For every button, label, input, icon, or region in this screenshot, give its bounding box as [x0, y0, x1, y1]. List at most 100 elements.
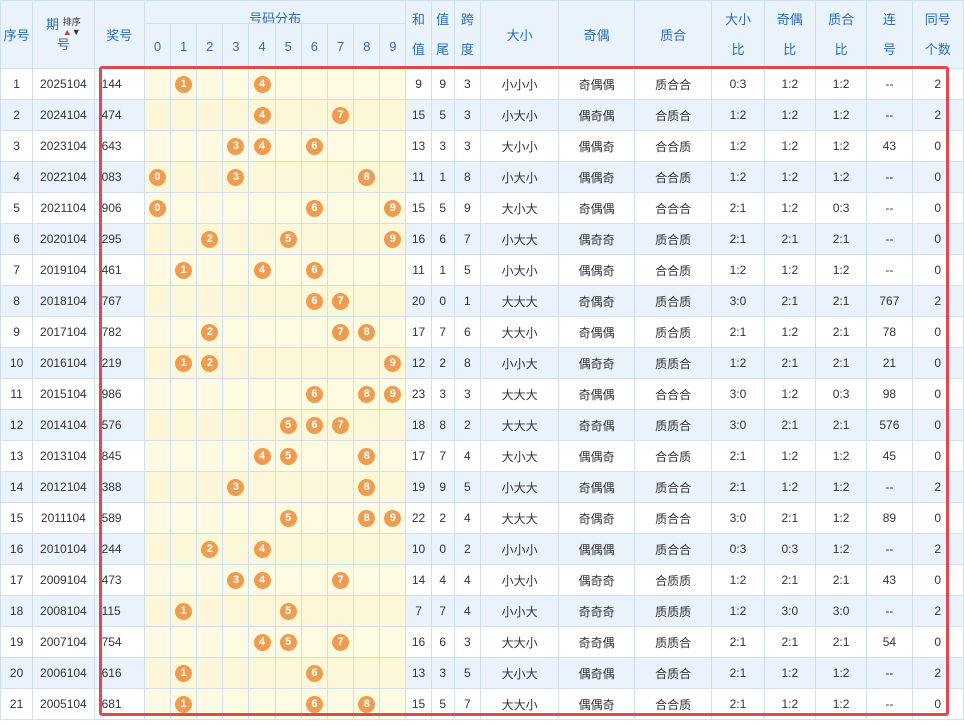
row-oe-ratio: 3:0: [763, 595, 816, 627]
row-digit-cell-3: [222, 347, 250, 379]
row-digit-cell-4: [248, 192, 276, 224]
row-span: 4: [453, 440, 481, 472]
row-seq: 2: [0, 99, 34, 131]
row-seq: 7: [0, 254, 34, 286]
digit-ball: 6: [305, 385, 323, 403]
row-digit-cell-0: [143, 223, 172, 255]
row-pc-ratio: 2:1: [814, 626, 868, 658]
row-consec: 54: [866, 626, 913, 658]
digit-ball: 9: [384, 385, 402, 403]
row-digit-cell-4: [248, 409, 276, 441]
row-same: 2: [911, 285, 964, 317]
header-oe-ratio: 奇偶比: [763, 0, 816, 69]
row-tail: 4: [430, 564, 455, 596]
row-consec: --: [866, 657, 913, 689]
row-same: 0: [911, 564, 964, 596]
row-oe: 奇奇偶: [558, 409, 635, 441]
row-digit-cell-6: 6: [300, 378, 328, 410]
row-digit-cell-5: 5: [274, 223, 302, 255]
digit-ball: 1: [175, 602, 193, 620]
row-digit-cell-9: [379, 161, 407, 193]
row-period: 2025104: [32, 68, 95, 100]
row-digit-cell-0: [143, 99, 172, 131]
row-same: 0: [911, 378, 964, 410]
row-digit-cell-6: 6: [300, 130, 328, 162]
row-digit-cell-3: 3: [222, 130, 250, 162]
row-digit-cell-6: [300, 502, 328, 534]
row-consec: 89: [866, 502, 913, 534]
row-consec: --: [866, 68, 913, 100]
row-seq: 19: [0, 626, 34, 658]
row-digit-cell-2: [196, 564, 224, 596]
row-period: 2020104: [32, 223, 95, 255]
row-digit-cell-6: 6: [300, 254, 328, 286]
row-tail: 5: [430, 688, 455, 720]
row-digit-cell-9: [379, 657, 407, 689]
digit-ball: 1: [175, 354, 193, 372]
digit-ball: 5: [279, 602, 297, 620]
row-digit-cell-9: [379, 254, 407, 286]
row-prize: 115: [93, 595, 145, 627]
row-digit-cell-8: [353, 409, 381, 441]
row-tail: 3: [430, 657, 455, 689]
row-tail: 5: [430, 192, 455, 224]
row-span: 8: [453, 161, 481, 193]
row-digit-cell-2: 2: [196, 316, 224, 348]
digit-ball: 0: [148, 199, 166, 217]
row-sum: 7: [405, 595, 432, 627]
header-digit-4: 4: [248, 23, 276, 69]
row-consec: --: [866, 161, 913, 193]
header-distribution: 号码分布: [143, 0, 407, 24]
row-prize: 244: [93, 533, 145, 565]
row-tail: 5: [430, 99, 455, 131]
digit-ball: 5: [279, 633, 297, 651]
row-size: 大小大: [479, 192, 560, 224]
row-size-ratio: 2:1: [711, 657, 765, 689]
header-sum: 和值: [405, 0, 432, 69]
row-same: 2: [911, 533, 964, 565]
row-oe: 偶奇奇: [558, 347, 635, 379]
row-sum: 11: [405, 254, 432, 286]
row-digit-cell-7: [326, 471, 355, 503]
row-digit-cell-9: [379, 564, 407, 596]
row-size-ratio: 3:0: [711, 502, 765, 534]
row-digit-cell-9: [379, 130, 407, 162]
row-tail: 9: [430, 471, 455, 503]
sort-toggle[interactable]: 排序 ▲▼: [62, 16, 81, 37]
row-digit-cell-6: [300, 223, 328, 255]
row-period: 2015104: [32, 378, 95, 410]
row-digit-cell-7: 7: [326, 564, 355, 596]
header-pc-ratio: 质合比: [814, 0, 868, 69]
row-oe: 偶奇偶: [558, 657, 635, 689]
row-digit-cell-1: [170, 502, 198, 534]
row-pc: 质质合: [633, 409, 713, 441]
row-same: 0: [911, 502, 964, 534]
row-digit-cell-2: [196, 657, 224, 689]
row-prize: 616: [93, 657, 145, 689]
row-pc: 合合质: [633, 688, 713, 720]
row-digit-cell-5: [274, 130, 302, 162]
header-period[interactable]: 期 排序 ▲▼ 号: [32, 0, 95, 69]
digit-ball: 4: [253, 633, 271, 651]
row-digit-cell-3: 3: [222, 471, 250, 503]
digit-ball: 9: [384, 354, 402, 372]
row-digit-cell-6: 6: [300, 688, 328, 720]
row-digit-cell-3: [222, 254, 250, 286]
digit-ball: 4: [253, 540, 271, 558]
row-digit-cell-7: [326, 378, 355, 410]
table-row: 17 2009104 473 3 4 7 14 4 4 小大小 偶奇奇 合质质 1:2 2:1 2:1 43 0: [0, 564, 964, 596]
row-seq: 15: [0, 502, 34, 534]
row-pc: 质质质: [633, 595, 713, 627]
row-digit-cell-6: [300, 595, 328, 627]
row-oe-ratio: 1:2: [763, 688, 816, 720]
row-seq: 14: [0, 471, 34, 503]
row-span: 7: [453, 223, 481, 255]
row-digit-cell-7: [326, 595, 355, 627]
row-pc-ratio: 1:2: [814, 688, 868, 720]
row-span: 7: [453, 688, 481, 720]
row-digit-cell-8: [353, 626, 381, 658]
row-consec: --: [866, 99, 913, 131]
row-span: 2: [453, 409, 481, 441]
row-prize: 388: [93, 471, 145, 503]
